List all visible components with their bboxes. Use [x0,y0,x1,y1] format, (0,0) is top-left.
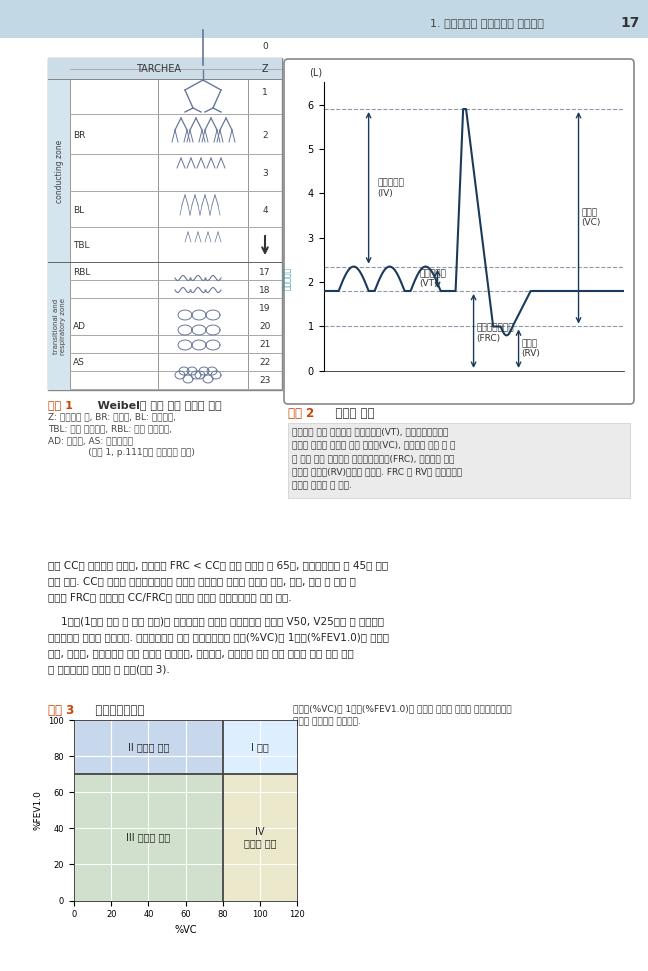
Text: 안정호흡량: 안정호흡량 [283,267,292,290]
Bar [0,0,648,38]
Text: I 정상: I 정상 [251,742,269,753]
X-axis label: %VC: %VC [174,924,197,935]
Text: Z: Z [262,64,268,74]
Bar [48,263,70,390]
Text: 에서는 FRC가 감소되고 CC/FRC가 커지기 때문에 저산소혈증이 되기 쉽다.: 에서는 FRC가 감소되고 CC/FRC가 커지기 때문에 저산소혈증이 되기 … [48,592,292,602]
Text: 폐용적 분획: 폐용적 분획 [323,407,375,420]
Bar [48,261,282,263]
Bar [70,58,71,390]
Text: TARCHEA: TARCHEA [137,64,181,74]
Text: 에 남아 있는 공기량을 기능성잔기용량(FRC), 안정호흡 지세: 에 남아 있는 공기량을 기능성잔기용량(FRC), 안정호흡 지세 [292,454,454,463]
Bar [288,423,630,498]
Text: 17: 17 [259,268,271,277]
Text: II 제한성 장애: II 제한성 장애 [128,742,169,753]
Text: 흡기예비량
(IV): 흡기예비량 (IV) [378,178,404,197]
Bar [223,720,297,774]
Text: 4: 4 [262,206,268,215]
Text: TBL: TBL [73,241,89,250]
Text: 폐활량
(VC): 폐활량 (VC) [581,208,601,227]
Text: 0: 0 [262,42,268,50]
Text: Weibel에 의한 사람 기도의 해석: Weibel에 의한 사람 기도의 해석 [86,400,222,410]
Text: 그림 1: 그림 1 [48,400,73,410]
Text: IV
폐쇄성 장애: IV 폐쇄성 장애 [244,826,277,849]
Text: 말초기도의 폐쇄를 나타낸다. 예측폐활량에 대한 실측폐활량의 비율(%VC)과 1초율(%FEV1.0)의 결과를: 말초기도의 폐쇄를 나타낸다. 예측폐활량에 대한 실측폐활량의 비율(%VC)… [48,632,389,642]
Text: conducting zone: conducting zone [54,140,64,203]
Text: 잔기량
(RV): 잔기량 (RV) [522,339,540,358]
Text: 결과로 폐병변을 분류한다.: 결과로 폐병변을 분류한다. [293,717,361,726]
Text: 노력성 호기를 시행한 값이 폐활량(VC), 안정호기 자세 시 폐: 노력성 호기를 시행한 값이 폐활량(VC), 안정호기 자세 시 폐 [292,441,456,450]
Text: 부터는 잔기량(RV)이라고 부른다. FRC 및 RV는 폐기능측정: 부터는 잔기량(RV)이라고 부른다. FRC 및 RV는 폐기능측정 [292,467,462,477]
Bar [48,79,282,80]
Bar [74,774,223,900]
Text: 안정호흡 시의 환기량이 일회호흡량(VT), 최대흡기자세에서: 안정호흡 시의 환기량이 일회호흡량(VT), 최대흡기자세에서 [292,427,448,436]
FancyBboxPatch shape [284,59,634,404]
Text: 1: 1 [262,88,268,97]
Bar [48,58,282,80]
Text: 22: 22 [259,358,271,367]
Text: 19: 19 [259,304,271,313]
Text: (문헌 1, p.111에서 인용하여 변경): (문헌 1, p.111에서 인용하여 변경) [48,448,195,457]
Text: 라고 한다. CC는 마취나 기계환기에서는 변하지 않는다고 알려져 있지만 비만, 임신, 진정 및 마취 등: 라고 한다. CC는 마취나 기계환기에서는 변하지 않는다고 알려져 있지만 … [48,576,356,586]
Text: 그림 2: 그림 2 [288,407,314,420]
Text: 1초율(1초간 내쉴 수 있는 비율)이 말초기도의 폐쇄를 반영한다고 하지만 V50, V25쪽이 더 민감하게: 1초율(1초간 내쉴 수 있는 비율)이 말초기도의 폐쇄를 반영한다고 하지만… [48,616,384,626]
Text: 2: 2 [262,130,268,140]
Text: 1. 호흡생리와 호흡부전의 병태생리: 1. 호흡생리와 호흡부전의 병태생리 [430,18,544,28]
Text: 21: 21 [259,340,271,350]
Text: 함께 CC가 증가하게 되는데, 좌위에서 FRC < CC가 되는 시점은 약 65세, 앙와위에서는 약 45세 정도: 함께 CC가 증가하게 되는데, 좌위에서 FRC < CC가 되는 시점은 약… [48,560,388,570]
Text: AD: 폐포관, AS: 폐포주머니: AD: 폐포관, AS: 폐포주머니 [48,436,133,445]
Text: BL: BL [73,206,84,215]
Text: 그림 3: 그림 3 [48,704,75,717]
Bar [48,58,282,390]
Text: 폐활량(%VC)과 1초율(%FEV1.0)의 관계를 나타낸 것으로 폐활량측정법의: 폐활량(%VC)과 1초율(%FEV1.0)의 관계를 나타낸 것으로 폐활량측… [293,704,512,713]
Text: 통해, 폐기종, 기관지천식 등의 폐쇄성 장애인지, 폐섬유증, 흉곽변형 등에 의한 제한성 장애 혹은 혼합: 통해, 폐기종, 기관지천식 등의 폐쇄성 장애인지, 폐섬유증, 흉곽변형 등… [48,648,354,658]
Text: 23: 23 [259,377,271,385]
Text: TBL: 종말 세기관지, RBL: 호흡 세기관지,: TBL: 종말 세기관지, RBL: 호흡 세기관지, [48,424,172,433]
Text: 17: 17 [620,16,640,30]
Bar [48,80,70,263]
Text: 성 장애인지를 분류할 수 있다(그림 3).: 성 장애인지를 분류할 수 있다(그림 3). [48,664,170,674]
Text: (L): (L) [308,68,322,78]
Text: 기로는 측정할 수 없다.: 기로는 측정할 수 없다. [292,481,352,490]
Text: transitional and
respiratory zone: transitional and respiratory zone [52,298,65,355]
Text: RBL: RBL [73,268,90,277]
Bar [248,58,249,390]
Bar [74,720,223,774]
Text: III 혼합성 장애: III 혼합성 장애 [126,832,170,843]
Text: 3: 3 [262,169,268,178]
Text: 18: 18 [259,285,271,295]
Text: BR: BR [73,130,86,140]
Y-axis label: %FEV1.0: %FEV1.0 [34,790,43,830]
Bar [223,774,297,900]
Text: 일회호흡량
(VT): 일회호흡량 (VT) [420,269,446,288]
Text: AD: AD [73,322,86,331]
Text: AS: AS [73,358,85,367]
Bar [158,58,159,390]
Text: 기능성잔기용량
(FRC): 기능성잔기용량 (FRC) [476,323,515,343]
Text: 20: 20 [259,322,271,331]
Text: 환기기능진단도: 환기기능진단도 [83,704,145,717]
Text: Z: 기도분지 수, BR: 기관지, BL: 세기관지,: Z: 기도분지 수, BR: 기관지, BL: 세기관지, [48,412,176,421]
